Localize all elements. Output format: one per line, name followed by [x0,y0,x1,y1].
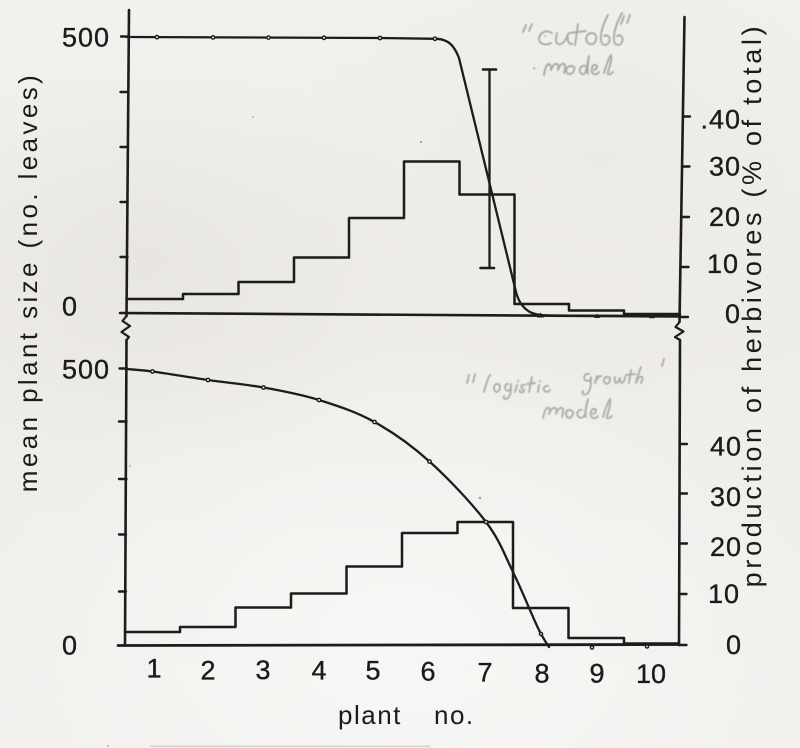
svg-text:30: 30 [709,152,741,182]
svg-text:0: 0 [725,299,741,329]
svg-text:7: 7 [477,658,492,688]
svg-text:20: 20 [710,532,742,562]
svg-text:4: 4 [311,656,326,686]
svg-text:20: 20 [709,202,741,232]
svg-text:plant: plant [338,700,402,730]
svg-text:no.: no. [434,700,475,730]
svg-text:0: 0 [726,630,742,660]
svg-text:6: 6 [420,657,435,687]
svg-text:8: 8 [534,659,549,689]
svg-text:40: 40 [710,432,742,462]
svg-text:10: 10 [708,579,740,609]
svg-text:10: 10 [707,249,739,279]
svg-text:mean plant size (no. leaves): mean plant size (no. leaves) [13,72,43,492]
svg-text:production of herbivores (% of: production of herbivores (% of total) [737,23,767,588]
svg-text:10: 10 [636,659,666,689]
svg-text:30: 30 [710,482,742,512]
svg-text:500: 500 [62,23,110,53]
svg-text:9: 9 [589,659,604,689]
svg-text:1: 1 [146,654,161,684]
svg-text:.40: .40 [700,105,741,135]
svg-text:2: 2 [200,656,215,686]
svg-text:0: 0 [62,292,78,322]
svg-text:3: 3 [255,655,270,685]
svg-text:0: 0 [62,631,78,661]
svg-text:5: 5 [365,656,380,686]
svg-text:500: 500 [62,355,110,385]
